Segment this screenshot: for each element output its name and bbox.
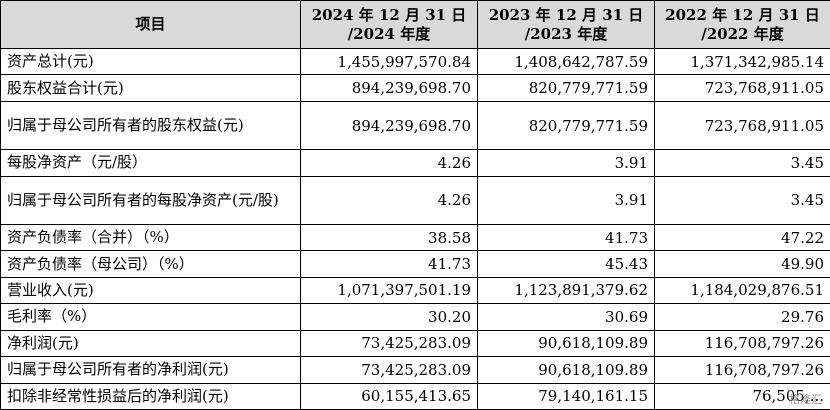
cell-value: 47.22: [654, 223, 830, 252]
cell-value: 894,239,698.70: [300, 74, 478, 102]
cell-value: 79,140,161.15: [477, 382, 655, 410]
cell-value: 116,708,797.26: [654, 329, 830, 358]
cell-value: 73,425,283.09: [300, 329, 478, 358]
table-header-row: 项目 2024 年 12 月 31 日 /2024 年度 2023 年 12 月…: [0, 0, 830, 49]
cell-value: 820,779,771.59: [477, 74, 655, 102]
cell-value: 1,184,029,876.51: [654, 276, 830, 305]
cell-value: 723,768,911.05: [654, 100, 830, 151]
row-label: 归属于母公司所有者的净利润(元): [0, 356, 301, 384]
cell-value: 73,425,283.09: [300, 356, 478, 384]
table-row: 归属于母公司所有者的股东权益(元) 894,239,698.70 820,779,7…: [0, 100, 830, 151]
header-2024-text: 2024 年 12 月 31 日 /2024 年度: [311, 5, 467, 43]
cell-value: 76,505,...: [654, 382, 830, 410]
cell-value: 116,708,797.26: [654, 356, 830, 384]
cell-value: 820,779,771.59: [477, 100, 655, 151]
row-label: 资产总计(元): [0, 47, 301, 76]
header-item: 项目: [0, 0, 301, 49]
cell-value: 1,408,642,787.59: [477, 47, 655, 76]
cell-value: 30.20: [300, 303, 478, 331]
table-row: 营业收入(元) 1,071,397,501.19 1,123,891,379.62 1…: [0, 276, 830, 305]
cell-value: 30.69: [477, 303, 655, 331]
cell-value: 45.43: [477, 250, 655, 278]
header-2022: 2022 年 12 月 31 日 /2022 年度: [654, 0, 830, 49]
row-label: 扣除非经常性损益后的净利润(元): [0, 382, 301, 410]
cell-value: 3.45: [654, 149, 830, 177]
table-row: 每股净资产（元/股） 4.26 3.91 3.45: [0, 149, 830, 177]
cell-value: 41.73: [300, 250, 478, 278]
header-2023: 2023 年 12 月 31 日 /2023 年度: [477, 0, 655, 49]
table-row: 归属于母公司所有者的每股净资产(元/股) 4.26 3.91 3.45: [0, 175, 830, 225]
cell-value: 1,371,342,985.14: [654, 47, 830, 76]
header-2023-text: 2023 年 12 月 31 日 /2023 年度: [488, 5, 644, 43]
row-label: 每股净资产（元/股）: [0, 149, 301, 177]
cell-value: 894,239,698.70: [300, 100, 478, 151]
header-2022-text: 2022 年 12 月 31 日 /2022 年度: [665, 5, 820, 43]
cell-value: 1,455,997,570.84: [300, 47, 478, 76]
header-2024: 2024 年 12 月 31 日 /2024 年度: [300, 0, 478, 49]
cell-value: 41.73: [477, 223, 655, 252]
cell-value: 49.90: [654, 250, 830, 278]
table-row: 净利润(元) 73,425,283.09 90,618,109.89 116,708,…: [0, 329, 830, 358]
cell-value: 3.45: [654, 175, 830, 225]
cell-value: 1,071,397,501.19: [300, 276, 478, 305]
row-label: 归属于母公司所有者的每股净资产(元/股): [0, 175, 301, 225]
row-label: 毛利率（%）: [0, 303, 301, 331]
cell-value: 38.58: [300, 223, 478, 252]
table-row: 毛利率（%） 30.20 30.69 29.76: [0, 303, 830, 331]
cell-value: 90,618,109.89: [477, 356, 655, 384]
row-label: 归属于母公司所有者的股东权益(元): [0, 100, 301, 151]
table-row: 扣除非经常性损益后的净利润(元) 60,155,413.65 79,140,161.…: [0, 382, 830, 410]
cell-value: 60,155,413.65: [300, 382, 478, 410]
row-label: 净利润(元): [0, 329, 301, 358]
table-body: 资产总计(元) 1,455,997,570.84 1,408,642,787.59 1…: [0, 47, 830, 410]
cell-value: 1,123,891,379.62: [477, 276, 655, 305]
row-label: 营业收入(元): [0, 276, 301, 305]
cell-value: 3.91: [477, 149, 655, 177]
cell-value: 4.26: [300, 175, 478, 225]
table-row: 资产负债率（母公司）（%） 41.73 45.43 49.90: [0, 250, 830, 278]
table-row: 归属于母公司所有者的净利润(元) 73,425,283.09 90,618,109.…: [0, 356, 830, 384]
cell-value: 29.76: [654, 303, 830, 331]
row-label: 股东权益合计(元): [0, 74, 301, 102]
row-label: 资产负债率（合并）（%）: [0, 223, 301, 252]
cell-value: 90,618,109.89: [477, 329, 655, 358]
cell-value: 3.91: [477, 175, 655, 225]
table-row: 资产总计(元) 1,455,997,570.84 1,408,642,787.59 1…: [0, 47, 830, 76]
watermark-text: 格隆汇: [789, 393, 822, 406]
table-row: 股东权益合计(元) 894,239,698.70 820,779,771.59 723…: [0, 74, 830, 102]
table-row: 资产负债率（合并）（%） 38.58 41.73 47.22: [0, 223, 830, 252]
cell-value: 723,768,911.05: [654, 74, 830, 102]
cell-value: 4.26: [300, 149, 478, 177]
row-label: 资产负债率（母公司）（%）: [0, 250, 301, 278]
